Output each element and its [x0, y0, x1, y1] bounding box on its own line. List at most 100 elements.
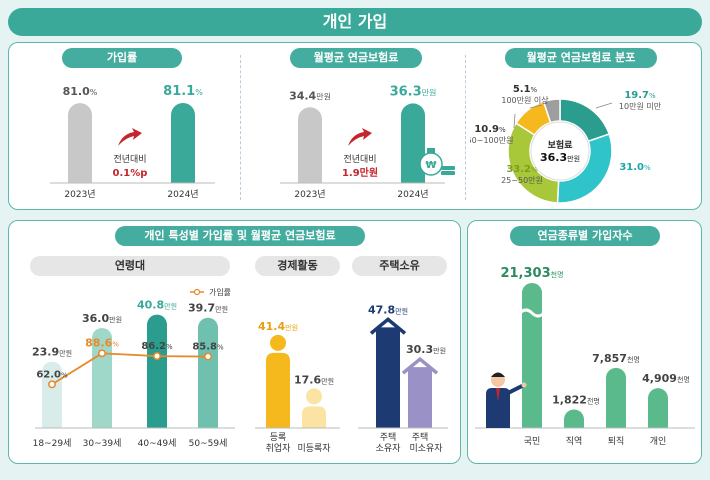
axis-break-icon [518, 308, 546, 318]
enroll-chart-year-1: 2024년 [167, 189, 198, 200]
distribution-slice-4 [542, 98, 561, 124]
page-title: 개인 가입 [8, 8, 702, 36]
prem-chart-year-1: 2024년 [397, 189, 428, 200]
legend-label: 가입률 [209, 288, 231, 297]
age-bar-0 [42, 361, 62, 428]
housing-premium-1: 30.3만원 [406, 343, 446, 356]
rate-value-2: 86.2% [141, 341, 173, 352]
pension-bar-3 [648, 388, 668, 428]
rate-value-1: 88.6% [85, 336, 119, 349]
pension-value-1: 1,822천명 [552, 393, 600, 406]
leader-line-4 [529, 104, 543, 109]
enrollment-title: 가입률 [62, 48, 182, 68]
person-head-1 [306, 388, 322, 405]
house-roof-0 [369, 317, 407, 335]
economic-premium-1: 17.6만원 [294, 373, 334, 386]
avg-premium-chart: 34.4만원 2023년 36.3만원 2024년 전년대비 1.9만원 ₩ [245, 70, 465, 205]
distribution-label-4: 100만원 이상 [501, 95, 549, 105]
presenter-arm [504, 384, 524, 396]
economic-premium-0: 41.4만원 [258, 320, 298, 333]
age-premium-3: 39.7만원 [188, 302, 228, 315]
economic-label1-0: 등록 [270, 432, 287, 443]
characteristics-title: 개인 특성별 가입률 및 월평균 연금보험료 [115, 226, 365, 246]
distribution-slice-2 [507, 122, 560, 204]
distribution-label-0: 10만원 미만 [619, 102, 662, 111]
distribution-label-3: 50~100만원 [470, 136, 513, 145]
age-chart-svg: 가입률 23.9만원 18~29세 36.0만원 30~39세 40.8만원 40~49세 3… [32, 288, 235, 449]
pension-bar-1 [564, 409, 584, 428]
enroll-chart-svg: 81.0% 2023년 81.1% 2024년 전년대비 0.1%p [50, 84, 215, 200]
age-premium-2: 40.8만원 [137, 299, 177, 312]
distribution-value-4: 5.1% [513, 84, 538, 95]
distribution-center-value: 36.3만원 [540, 151, 580, 164]
person-body-1 [302, 406, 326, 428]
distribution-value-1: 31.0% [619, 162, 651, 173]
rate-line [51, 352, 209, 386]
age-premium-0: 23.9만원 [32, 346, 72, 359]
age-header: 연령대 [30, 256, 230, 276]
housing-premium-0: 47.8만원 [368, 303, 408, 316]
presenter-tie [496, 388, 500, 402]
person-body-0 [266, 352, 290, 428]
pension-label-0: 국민 [524, 436, 541, 447]
age-label-1: 30~39세 [83, 438, 122, 449]
economic-chart: 41.4만원 등록 취업자 17.6만원 미등록자 [250, 280, 345, 460]
house-bar-1 [408, 367, 432, 428]
pension-types-title: 연금종류별 가입자수 [510, 226, 660, 246]
rate-value-0: 62.0% [36, 369, 68, 380]
age-chart: 가입률 23.9만원 18~29세 36.0만원 30~39세 40.8만원 40~49세 3… [20, 280, 245, 460]
enroll-chart-value-1: 81.1% [163, 84, 203, 99]
pension-label-2: 퇴직 [608, 436, 625, 447]
prem-chart-change: 1.9만원 [342, 166, 378, 179]
housing-label1-1: 주택 [412, 432, 429, 443]
enroll-chart-year-0: 2023년 [64, 189, 95, 200]
housing-header: 주택소유 [352, 256, 447, 276]
coin-stack-2 [441, 171, 455, 175]
presenter-hair [491, 372, 505, 377]
enroll-chart-bar-1 [171, 103, 195, 183]
enrollment-chart: 81.0% 2023년 81.1% 2024년 전년대비 0.1%p [15, 70, 235, 205]
distribution-value-2: 33.2% [506, 164, 538, 175]
legend-marker [193, 288, 201, 296]
won-symbol: ₩ [425, 160, 436, 171]
presenter-body-icon [486, 388, 510, 428]
prem-chart-compare-label: 전년대비 [343, 154, 376, 165]
economic-label2-0: 취업자 [266, 443, 292, 454]
housing-label2-0: 소유자 [376, 443, 402, 454]
money-bag-tie [427, 148, 435, 153]
coin-stack-1 [441, 166, 455, 170]
age-bar-2 [147, 314, 167, 428]
rate-marker-1 [98, 349, 106, 358]
pension-bar-0 [522, 283, 542, 428]
age-label-2: 40~49세 [138, 438, 177, 449]
distribution-value-3: 10.9% [474, 124, 506, 135]
prem-chart-value-1: 36.3만원 [390, 84, 437, 99]
leader-line-3 [513, 113, 516, 129]
prem-chart-value-0: 34.4만원 [289, 89, 331, 102]
pension-value-2: 7,857천명 [592, 352, 640, 365]
prem-chart-year-0: 2023년 [294, 189, 325, 200]
pension-value-3: 4,909천명 [642, 372, 690, 385]
prem-chart-bar-1 [401, 103, 425, 183]
distribution-chart: 보험료 36.3만원 19.7% 10만원 미만 31.0% 10~25만원 33.2% 25… [467, 70, 700, 205]
house-bar-0 [376, 327, 400, 428]
enroll-chart-value-0: 81.0% [63, 85, 98, 98]
age-label-0: 18~29세 [33, 438, 72, 449]
pension-types-chart: 21,303천명 국민 1,822천명 직역 7,857천명 퇴직 4,909천명 개인 [470, 250, 700, 460]
house-roof-1 [401, 356, 439, 375]
age-label-3: 50~59세 [189, 438, 228, 449]
rate-marker-2 [153, 352, 161, 361]
up-arrow-icon [348, 128, 372, 146]
enroll-chart-change: 0.1%p [113, 168, 148, 179]
age-bar-3 [198, 317, 219, 428]
rate-value-3: 85.8% [192, 342, 224, 353]
distribution-label-1: 10~25만원 [614, 174, 656, 183]
housing-label1-0: 주택 [380, 432, 397, 443]
distribution-value-0: 19.7% [624, 90, 656, 101]
pension-label-1: 직역 [566, 436, 583, 447]
enroll-chart-compare-label: 전년대비 [113, 154, 146, 165]
